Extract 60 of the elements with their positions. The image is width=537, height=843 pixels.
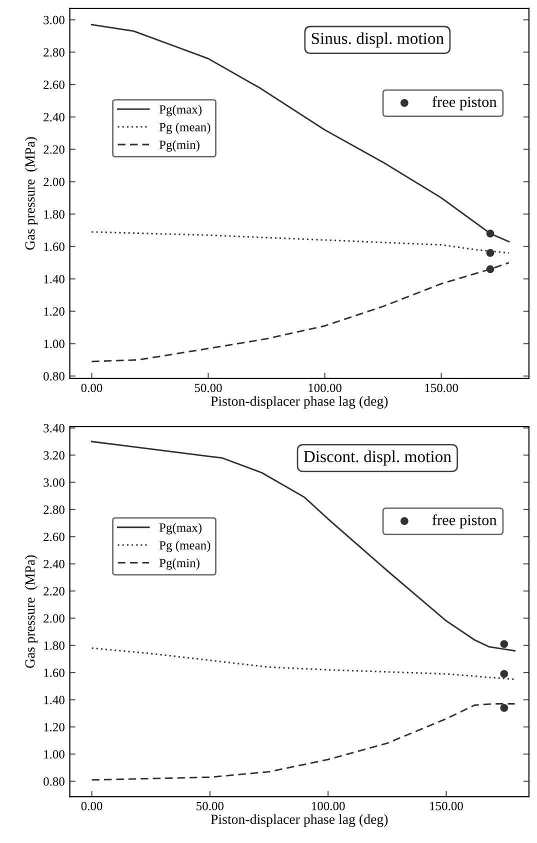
point — [500, 704, 508, 712]
y-tick-label: 2.80 — [44, 48, 64, 57]
y-tick-label: 3.00 — [44, 478, 64, 487]
line-series — [91, 703, 516, 781]
line-series — [91, 440, 516, 652]
y-tick-label: 3.00 — [44, 16, 64, 24]
annotation: Sinus. displ. motion — [312, 32, 444, 48]
y-tick-label: 1.40 — [44, 696, 64, 704]
y-tick-label: 0.80 — [44, 372, 64, 381]
y-tick-label: 2.60 — [44, 532, 64, 542]
x-tick-label: 150.00 — [430, 802, 463, 810]
y-tick-label: 1.40 — [44, 274, 64, 284]
x-axis-title: Piston-displacer phase lag (deg) — [210, 814, 388, 827]
y-tick-label: 2.80 — [44, 506, 64, 514]
x-tick-label: 50.00 — [194, 384, 222, 392]
y-tick-label: 1.00 — [44, 340, 64, 348]
y-tick-label: 3.40 — [44, 424, 64, 432]
y-axis-title: Gas pressure (MPa) — [24, 137, 38, 250]
y-tick-label: 1.00 — [44, 750, 64, 759]
legend-label: Pg(max) — [159, 104, 202, 116]
x-tick-label: 50.00 — [196, 802, 224, 810]
y-tick-label: 1.80 — [44, 641, 64, 650]
x-tick-label: 100.00 — [312, 802, 345, 810]
y-tick-label: 2.40 — [44, 112, 64, 122]
y-tick-label: 1.60 — [44, 242, 64, 252]
point — [486, 230, 494, 238]
legend-label: Pg(min) — [159, 140, 200, 152]
y-tick-label: 1.80 — [44, 210, 64, 219]
legend-label: Pg(max) — [159, 523, 202, 534]
y-tick-label: 2.20 — [44, 587, 64, 596]
y-tick-label: 2.40 — [44, 560, 64, 568]
y-tick-label: 1.60 — [44, 668, 64, 678]
x-tick-label: 100.00 — [308, 384, 342, 392]
legend-label: Pg(min) — [159, 558, 200, 570]
y-axis-title: Gas pressure (MPa) — [24, 555, 38, 668]
y-tick-label: 1.20 — [44, 722, 64, 732]
legend-label: Pg (mean) — [159, 540, 210, 552]
y-tick-label: 1.20 — [44, 307, 64, 316]
y-tick-label: 2.00 — [44, 614, 64, 623]
line-series — [90, 24, 510, 242]
legend-label: free piston — [432, 514, 497, 528]
y-tick-label: 2.20 — [44, 145, 64, 154]
point — [500, 640, 508, 648]
y-tick-label: 2.00 — [44, 178, 64, 186]
y-tick-label: 2.60 — [44, 80, 64, 90]
annotation: Discont. displ. motion — [304, 450, 452, 466]
point — [486, 265, 494, 274]
y-tick-label: 0.80 — [44, 777, 64, 786]
x-axis-title: Piston-displacer phase lag (deg) — [210, 396, 388, 409]
point — [486, 249, 494, 257]
point — [500, 670, 508, 678]
line-series — [90, 231, 510, 254]
line-series — [90, 262, 510, 362]
x-tick-label: 0.00 — [81, 384, 102, 392]
legend-label: Pg (mean) — [159, 122, 210, 134]
line-series — [91, 647, 516, 680]
y-tick-label: 3.20 — [44, 451, 64, 460]
legend-label: free piston — [432, 96, 497, 110]
x-tick-label: 150.00 — [425, 384, 458, 392]
x-tick-label: 0.00 — [81, 802, 102, 810]
